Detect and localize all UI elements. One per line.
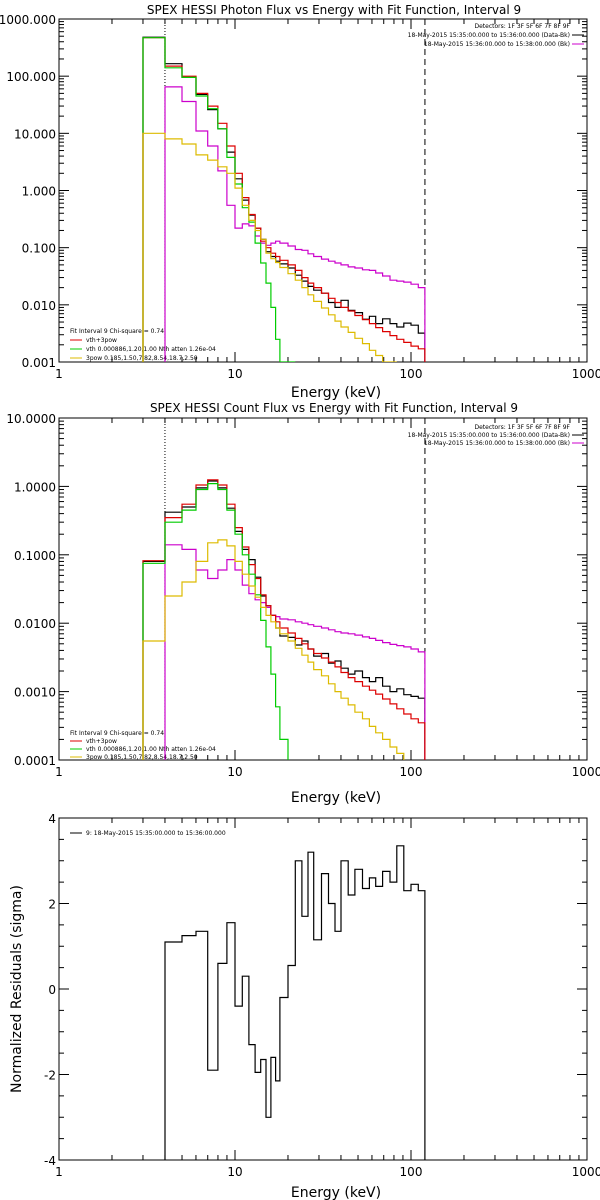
residuals-panel: 9: 18-May-2015 15:35:00.000 to 15:36:00.… (9, 812, 600, 1200)
legend-top-line-2: 18-May-2015 15:36:00.000 to 15:38:00.000… (424, 41, 570, 48)
legend-bottom: Fit Interval 9 Chi-square = 0.74 vth+3po… (70, 328, 216, 362)
series-3pow (142, 132, 397, 362)
y-tick-label: 0.010 (22, 299, 56, 313)
series-vth (142, 483, 289, 760)
y-tick-label: -2 (44, 1069, 56, 1083)
x-tick-label: 1000 (572, 765, 600, 779)
y-tick-label: 1000.000 (0, 13, 56, 27)
legend-bottom-line-3: 3pow 0.185,1.50,7.82,8.54,18.7,2.50 (86, 355, 198, 362)
y-tick-label: 0.0010 (14, 686, 56, 700)
y-tick-label: -4 (44, 1154, 56, 1168)
x-axis-label: Energy (keV) (291, 790, 381, 806)
y-tick-label: 1.0000 (14, 480, 56, 494)
x-tick-label: 100 (400, 1165, 423, 1179)
y-tick-label: 0.1000 (14, 549, 56, 563)
legend-top-line-2: 18-May-2015 15:36:00.000 to 15:38:00.000… (424, 440, 570, 447)
y-axis-label: Normalized Residuals (sigma) (9, 885, 25, 1093)
legend-bottom-line-1: vth+3pow (86, 738, 117, 745)
y-tick-label: 4 (48, 812, 56, 826)
x-tick-label: 1000 (572, 367, 600, 381)
plot-frame (58, 417, 588, 761)
legend-bottom-line-1: vth+3pow (86, 337, 117, 344)
legend: 9: 18-May-2015 15:35:00.000 to 15:36:00.… (70, 830, 226, 837)
legend-top: Detectors: 1F 3F 5F 6F 7F 8F 9F 18-May-2… (408, 23, 584, 48)
x-axis-label: Energy (keV) (291, 1185, 381, 1200)
chart-title: SPEX HESSI Count Flux vs Energy with Fit… (150, 401, 518, 415)
y-tick-label: 10.000 (14, 127, 56, 141)
legend-bottom-line-0: Fit Interval 9 Chi-square = 0.74 (70, 730, 164, 737)
y-tick-label: 0.0001 (14, 754, 56, 768)
y-tick-label: 0 (48, 983, 56, 997)
series-9-18-may-2015-15-35-00-000-to-15-36-00-000 (164, 845, 426, 1160)
count-flux-panel: SPEX HESSI Count Flux vs Energy with Fit… (6, 401, 600, 806)
legend-bottom-line-2: vth 0.000886,1.20,1.00 Nth atten 1.26e-0… (86, 346, 216, 353)
x-axis-label: Energy (keV) (291, 385, 381, 401)
x-tick-label: 100 (400, 765, 423, 779)
x-tick-label: 10 (227, 1165, 242, 1179)
series-vth-3pow (142, 37, 426, 362)
legend-bottom-line-0: Fit Interval 9 Chi-square = 0.74 (70, 328, 164, 335)
legend-bottom: Fit Interval 9 Chi-square = 0.74 vth+3po… (70, 730, 216, 761)
x-tick-label: 10 (227, 765, 242, 779)
series-bk (164, 86, 426, 362)
y-tick-label: 0.001 (22, 356, 56, 370)
legend-top-line-1: 18-May-2015 15:35:00.000 to 15:36:00.000… (408, 32, 570, 39)
series-vth-3pow (142, 479, 426, 760)
series-bk (164, 544, 426, 760)
legend-top-line-0: Detectors: 1F 3F 5F 6F 7F 8F 9F (474, 424, 570, 431)
legend-top: Detectors: 1F 3F 5F 6F 7F 8F 9F 18-May-2… (408, 424, 584, 447)
legend-bottom-line-2: vth 0.000886,1.20,1.00 Nth atten 1.26e-0… (86, 746, 216, 753)
y-tick-label: 1.000 (22, 185, 56, 199)
y-tick-label: 0.0100 (14, 617, 56, 631)
x-tick-label: 1000 (572, 1165, 600, 1179)
y-tick-label: 10.0000 (6, 412, 56, 426)
x-tick-label: 1 (55, 765, 63, 779)
x-tick-label: 1 (55, 1165, 63, 1179)
y-tick-label: 100.000 (6, 70, 56, 84)
series-3pow (142, 539, 405, 760)
x-tick-label: 100 (400, 367, 423, 381)
legend-line-0: 9: 18-May-2015 15:35:00.000 to 15:36:00.… (86, 830, 226, 837)
y-tick-label: 0.100 (22, 242, 56, 256)
x-tick-label: 1 (55, 367, 63, 381)
chart-title: SPEX HESSI Photon Flux vs Energy with Fi… (147, 3, 521, 17)
x-tick-label: 10 (227, 367, 242, 381)
y-tick-label: 2 (48, 898, 56, 912)
legend-top-line-0: Detectors: 1F 3F 5F 6F 7F 8F 9F (474, 23, 570, 30)
photon-flux-panel: SPEX HESSI Photon Flux vs Energy with Fi… (0, 3, 600, 401)
legend-bottom-line-3: 3pow 0.185,1.50,7.82,8.54,18.7,2.50 (86, 754, 198, 761)
legend-top-line-1: 18-May-2015 15:35:00.000 to 15:36:00.000… (408, 432, 570, 439)
